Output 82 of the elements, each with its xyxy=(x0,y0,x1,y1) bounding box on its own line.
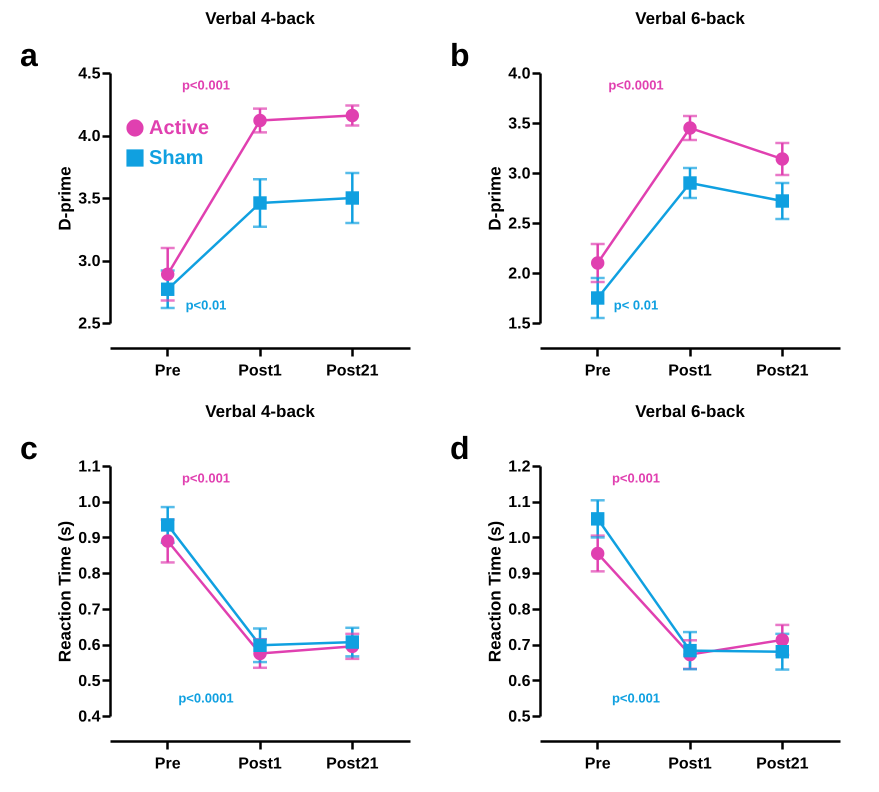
point xyxy=(160,534,174,548)
annotation: p<0.01 xyxy=(186,298,226,312)
y-tick-label: 3.0 xyxy=(78,253,101,270)
x-tick-label: Pre xyxy=(154,362,181,380)
chart-title: Verbal 4-back xyxy=(205,9,316,28)
y-tick-label: 2.5 xyxy=(508,216,531,232)
y-tick-label: 1.1 xyxy=(508,494,531,512)
y-tick-label: 1.0 xyxy=(78,494,101,512)
point xyxy=(253,638,267,652)
point xyxy=(776,633,790,647)
annotation: p< 0.01 xyxy=(614,298,658,312)
point xyxy=(590,256,604,270)
annotation: p<0.0001 xyxy=(608,78,664,92)
text: b xyxy=(450,37,470,73)
y-tick-label: 0.9 xyxy=(508,566,531,583)
y-tick-label: 3.0 xyxy=(508,166,531,182)
y-tick-label: 0.9 xyxy=(78,530,101,547)
chart-title: Verbal 4-back xyxy=(205,402,316,421)
x-tick-label: Post1 xyxy=(238,362,282,380)
legend-label: Sham xyxy=(149,147,204,169)
x-tick-label: Post21 xyxy=(756,362,809,380)
text: d xyxy=(450,430,470,466)
y-tick-label: 0.4 xyxy=(78,708,101,726)
point xyxy=(160,268,174,281)
point xyxy=(683,176,697,190)
y-tick-label: 0.8 xyxy=(78,566,101,583)
x-tick-label: Post21 xyxy=(326,756,379,772)
y-tick-label: 1.0 xyxy=(508,530,531,547)
x-tick-label: Post1 xyxy=(238,756,282,772)
y-axis-title: Reaction Time (s) xyxy=(485,520,504,662)
point xyxy=(683,121,697,135)
y-tick-label: 4.0 xyxy=(508,66,531,82)
point xyxy=(776,194,790,208)
point xyxy=(590,512,604,526)
x-tick-label: Post1 xyxy=(668,756,712,772)
point xyxy=(590,546,604,560)
text: c xyxy=(20,430,38,466)
y-tick-label: 0.7 xyxy=(508,637,531,654)
y-tick-label: 3.5 xyxy=(78,190,101,208)
text: a xyxy=(20,37,38,73)
point xyxy=(253,196,267,210)
y-tick-label: 1.2 xyxy=(508,458,531,476)
y-tick-label: 0.5 xyxy=(78,672,101,690)
point xyxy=(253,114,267,128)
y-tick-label: 0.5 xyxy=(508,708,531,726)
y-tick-label: 2.0 xyxy=(508,266,531,282)
point xyxy=(346,635,360,649)
x-tick-label: Pre xyxy=(154,756,181,772)
point xyxy=(683,644,697,658)
y-tick-label: 4.5 xyxy=(78,66,101,82)
x-tick-label: Pre xyxy=(584,756,611,772)
y-tick-label: 4.0 xyxy=(78,128,101,145)
y-tick-label: 1.1 xyxy=(78,458,101,476)
y-axis-title: Reaction Time (s) xyxy=(55,520,74,662)
annotation: p<0.0001 xyxy=(178,690,234,706)
legend-label: Active xyxy=(149,117,210,139)
annotation: p<0.001 xyxy=(182,78,230,92)
annotation: p<0.001 xyxy=(612,690,660,706)
x-tick-label: Post21 xyxy=(756,756,809,772)
y-tick-label: 1.5 xyxy=(508,316,531,332)
y-tick-label: 0.6 xyxy=(78,637,101,654)
y-tick-label: 0.7 xyxy=(78,601,101,618)
point xyxy=(160,518,174,532)
chart-title: Verbal 6-back xyxy=(635,9,746,28)
point xyxy=(776,152,790,166)
x-tick-label: Post21 xyxy=(326,362,379,380)
annotation: p<0.001 xyxy=(182,470,230,486)
x-tick-label: Post1 xyxy=(668,362,712,380)
point xyxy=(776,645,790,658)
x-tick-label: Pre xyxy=(584,362,611,380)
point xyxy=(346,191,360,205)
y-tick-label: 0.8 xyxy=(508,601,531,618)
point xyxy=(590,291,604,305)
y-axis-title: D-prime xyxy=(485,166,504,231)
y-tick-label: 3.5 xyxy=(508,116,531,132)
y-axis-title: D-prime xyxy=(55,166,74,231)
chart-title: Verbal 6-back xyxy=(635,402,746,421)
y-tick-label: 0.6 xyxy=(508,672,531,690)
annotation: p<0.001 xyxy=(612,470,660,486)
y-tick-label: 2.5 xyxy=(78,316,101,332)
point xyxy=(346,108,360,122)
point xyxy=(160,282,174,296)
